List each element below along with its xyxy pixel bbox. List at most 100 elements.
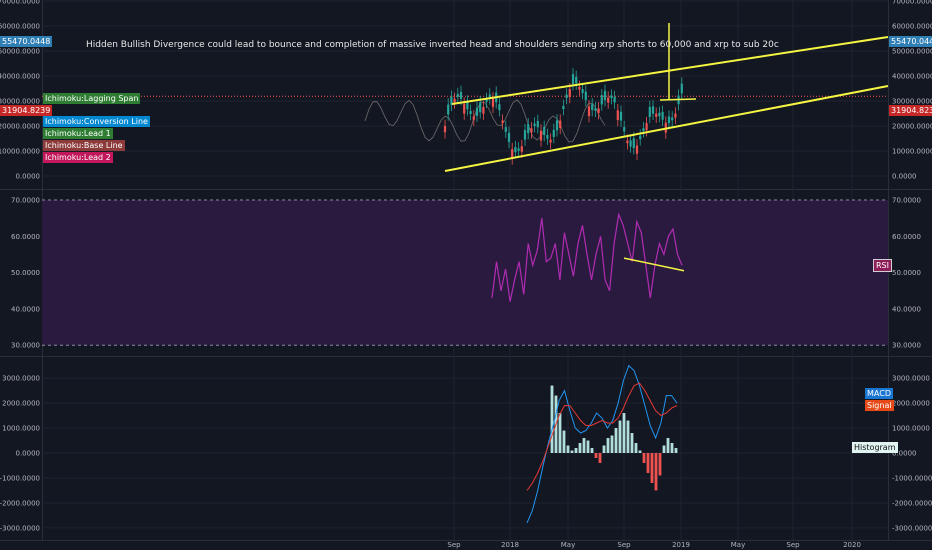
price-badge-current-left: 31904.8239 [0, 105, 53, 116]
rsi-tick-label-left: 40.0000 [11, 305, 40, 313]
macd-histogram-bar [638, 450, 642, 453]
x-tick-label: May [561, 541, 575, 549]
price-candle [680, 83, 683, 94]
price-candle [504, 127, 507, 132]
price-candle [450, 96, 453, 105]
price-tick-label-left: 60000.0000 [0, 23, 40, 31]
macd-histogram-bar [578, 443, 582, 453]
price-candle [642, 128, 645, 132]
macd-histogram-bar [558, 413, 562, 453]
price-candle [511, 149, 514, 159]
price-candle [635, 145, 639, 154]
ichimoku-conversion-label: Ichimoku:Conversion Line [43, 116, 150, 127]
macd-histogram-bar [662, 445, 666, 453]
price-neckline [659, 98, 697, 101]
rsi-tick-label-left: 60.0000 [11, 233, 40, 241]
macd-histogram-bar [646, 453, 650, 473]
x-tick-label: 2019 [672, 541, 690, 549]
x-tick-label: May [731, 541, 745, 549]
macd-histogram-bar [574, 448, 578, 453]
price-badge-high-left: 55470.0448 [0, 36, 53, 47]
price-candle [613, 97, 616, 103]
lower-trendline [444, 85, 889, 172]
price-tick-label-right: 10000.0000 [892, 148, 932, 156]
price-candle [530, 128, 533, 133]
rsi-tick-label-left: 70.0000 [11, 197, 40, 205]
price-candle [491, 98, 495, 107]
price-candle [664, 122, 667, 133]
price-badge-high-right: 55470.0448 [889, 36, 932, 47]
price-candle [456, 93, 459, 97]
price-tick-label-right: 40000.0000 [892, 73, 932, 81]
price-candle [603, 90, 607, 101]
price-candle [639, 135, 642, 140]
price-candle [667, 116, 671, 124]
price-candle [658, 112, 661, 117]
ichimoku-lagging-label: Ichimoku:Lagging Span [43, 93, 141, 104]
macd-histogram-bar [630, 433, 634, 453]
price-candle [475, 107, 479, 116]
rsi-tick-label-right: 50.0000 [892, 269, 921, 277]
macd-histogram-bar [590, 448, 594, 453]
macd-histogram-bar [670, 443, 674, 453]
macd-histogram-bar [594, 453, 598, 458]
rsi-divergence-line [623, 257, 685, 272]
macd-legend-label: MACD [865, 388, 893, 399]
price-tick-label-left: 10000.0000 [0, 148, 40, 156]
rsi-tick-label-left: 30.0000 [11, 342, 40, 350]
price-candle [459, 91, 463, 99]
macd-tick-label-right: 3000.0000 [892, 375, 930, 383]
macd-histogram-bar [650, 453, 654, 483]
macd-tick-label-right: -1000.0000 [892, 474, 932, 482]
price-candle [453, 98, 456, 103]
macd-histogram-bar [634, 443, 638, 453]
macd-histogram-bar [666, 438, 670, 453]
price-candle [600, 95, 603, 105]
price-candle [447, 104, 450, 115]
macd-histogram-bar [622, 413, 626, 453]
macd-histogram-bar [606, 438, 610, 453]
price-candle [584, 91, 587, 101]
price-candle [562, 105, 565, 110]
macd-signal-line [526, 382, 678, 491]
price-tick-label-left: 70000.0000 [0, 0, 40, 6]
macd-tick-label-right: 2000.0000 [892, 400, 930, 408]
price-candle [651, 106, 655, 114]
ichimoku-lagging-span [364, 99, 606, 143]
price-candle [575, 76, 578, 84]
macd-tick-label-left: 2000.0000 [2, 400, 40, 408]
price-candle [482, 107, 485, 114]
macd-histogram-bar [550, 385, 554, 453]
macd-histogram-bar [562, 430, 566, 453]
price-candle [549, 139, 552, 143]
price-tick-label-right: 30000.0000 [892, 98, 932, 106]
price-badge-current-right: 31904.8239 [889, 105, 932, 116]
macd-histogram-bar [618, 420, 622, 453]
macd-histogram-bar [602, 445, 606, 453]
macd-tick-label-right: 1000.0000 [892, 425, 930, 433]
rsi-tick-label-right: 70.0000 [892, 197, 921, 205]
rsi-tick-label-right: 60.0000 [892, 233, 921, 241]
macd-histogram-bar [654, 453, 658, 491]
price-candle [498, 104, 501, 111]
price-candle [559, 120, 562, 128]
rsi-band-fill [42, 200, 888, 346]
price-candle [594, 108, 597, 111]
upper-trendline [451, 36, 889, 105]
price-tick-label-right: 60000.0000 [892, 23, 932, 31]
price-candle [674, 113, 677, 118]
price-candle [443, 126, 447, 133]
ichimoku-base-label: Ichimoku:Base Line [43, 140, 125, 151]
price-candle [565, 94, 568, 98]
price-tick-label-right: 0.0000 [892, 173, 917, 181]
price-candle [578, 86, 581, 90]
macd-tick-label-left: -3000.0000 [0, 524, 40, 532]
price-candle [555, 120, 559, 131]
price-candle [507, 132, 511, 142]
price-candle [648, 106, 651, 117]
x-tick-label: Sep [786, 541, 800, 549]
signal-legend-label: Signal [865, 400, 894, 411]
price-candle [645, 123, 648, 131]
histogram-legend-label: Histogram [852, 442, 898, 453]
price-candle [539, 130, 543, 141]
